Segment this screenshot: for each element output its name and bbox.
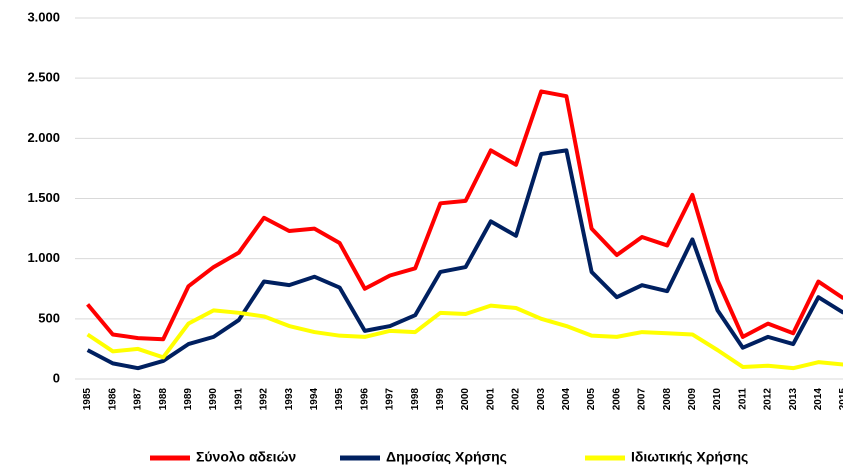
x-tick-label: 1994 [309,388,320,411]
y-tick-label: 0 [53,370,60,385]
x-tick-label: 1997 [385,388,396,411]
x-tick-label: 2009 [687,388,698,411]
x-tick-label: 2002 [511,388,522,411]
legend-label: Σύνολο αδειών [196,449,296,465]
y-tick-label: 1.500 [27,190,60,205]
x-tick-label: 1993 [284,388,295,411]
x-tick-label: 1991 [233,388,244,411]
x-tick-label: 1985 [82,388,93,411]
x-tick-label: 1989 [183,388,194,411]
series-line [86,303,843,371]
x-tick-label: 1988 [158,388,169,411]
x-tick-label: 1987 [133,388,144,411]
x-tick-label: 1995 [334,388,345,411]
x-tick-label: 2010 [712,388,723,411]
x-tick-label: 1990 [208,388,219,411]
x-tick-label: 2011 [737,388,748,410]
x-tick-label: 1999 [435,388,446,411]
y-tick-label: 2.000 [27,130,60,145]
x-tick-label: 2003 [536,388,547,411]
x-tick-label: 2014 [813,388,824,411]
x-tick-label: 2013 [788,388,799,411]
y-tick-label: 2.500 [27,70,60,85]
x-tick-label: 2004 [561,388,572,411]
x-tick-label: 2006 [611,388,622,411]
x-tick-label: 1996 [359,388,370,411]
x-tick-label: 1992 [259,388,270,411]
x-tick-label: 2008 [662,388,673,411]
legend-label: Ιδιωτικής Χρήσης [631,449,748,465]
y-tick-label: 500 [38,310,60,325]
x-tick-label: 2000 [460,388,471,411]
y-tick-label: 1.000 [27,250,60,265]
x-tick-label: 2001 [485,388,496,411]
x-tick-label: 2007 [637,388,648,411]
x-tick-label: 2015 [838,388,843,411]
y-tick-label: 3.000 [27,9,60,24]
series-line [86,89,843,342]
x-tick-label: 2012 [763,388,774,411]
series-line [86,148,843,371]
x-tick-label: 1986 [107,388,118,411]
x-tick-label: 1998 [410,388,421,411]
x-tick-label: 2005 [586,388,597,411]
legend-label: Δημοσίας Χρήσης [386,449,507,465]
